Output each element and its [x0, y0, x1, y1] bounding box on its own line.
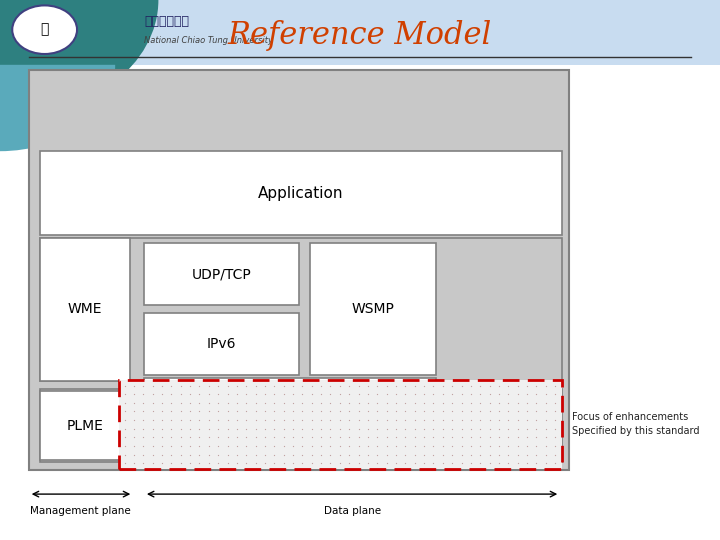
Text: Reference Model: Reference Model [228, 19, 492, 51]
Text: LLC: LLC [277, 386, 302, 400]
Circle shape [12, 5, 77, 54]
Text: IPv6: IPv6 [207, 338, 236, 351]
Text: WME: WME [68, 302, 102, 316]
Wedge shape [0, 65, 115, 151]
Text: WSMP: WSMP [351, 302, 394, 316]
Bar [119, 380, 562, 469]
Bar [29, 70, 569, 470]
Bar [144, 391, 560, 460]
Text: National Chiao Tung University: National Chiao Tung University [144, 36, 273, 45]
Text: Management plane: Management plane [30, 506, 131, 516]
Bar [144, 243, 299, 305]
Wedge shape [0, 0, 158, 119]
Text: Data plane: Data plane [324, 506, 382, 516]
Text: WAVE Physical: WAVE Physical [297, 418, 408, 433]
Text: PLME: PLME [66, 418, 103, 433]
Bar [40, 238, 562, 381]
Bar [119, 380, 562, 469]
Text: UDP/TCP: UDP/TCP [192, 267, 251, 281]
Bar [0, 0, 720, 65]
Bar [40, 238, 130, 381]
Text: Focus of enhancements
Specified by this standard: Focus of enhancements Specified by this … [572, 413, 700, 435]
Bar [40, 389, 562, 462]
Bar [40, 391, 130, 460]
Bar [144, 313, 299, 375]
Bar [310, 243, 436, 375]
Text: 🎓: 🎓 [40, 23, 49, 37]
Text: Application: Application [258, 186, 343, 200]
Bar [144, 378, 436, 408]
Text: 國立交通大學: 國立交通大學 [144, 15, 189, 28]
Bar [40, 151, 562, 235]
